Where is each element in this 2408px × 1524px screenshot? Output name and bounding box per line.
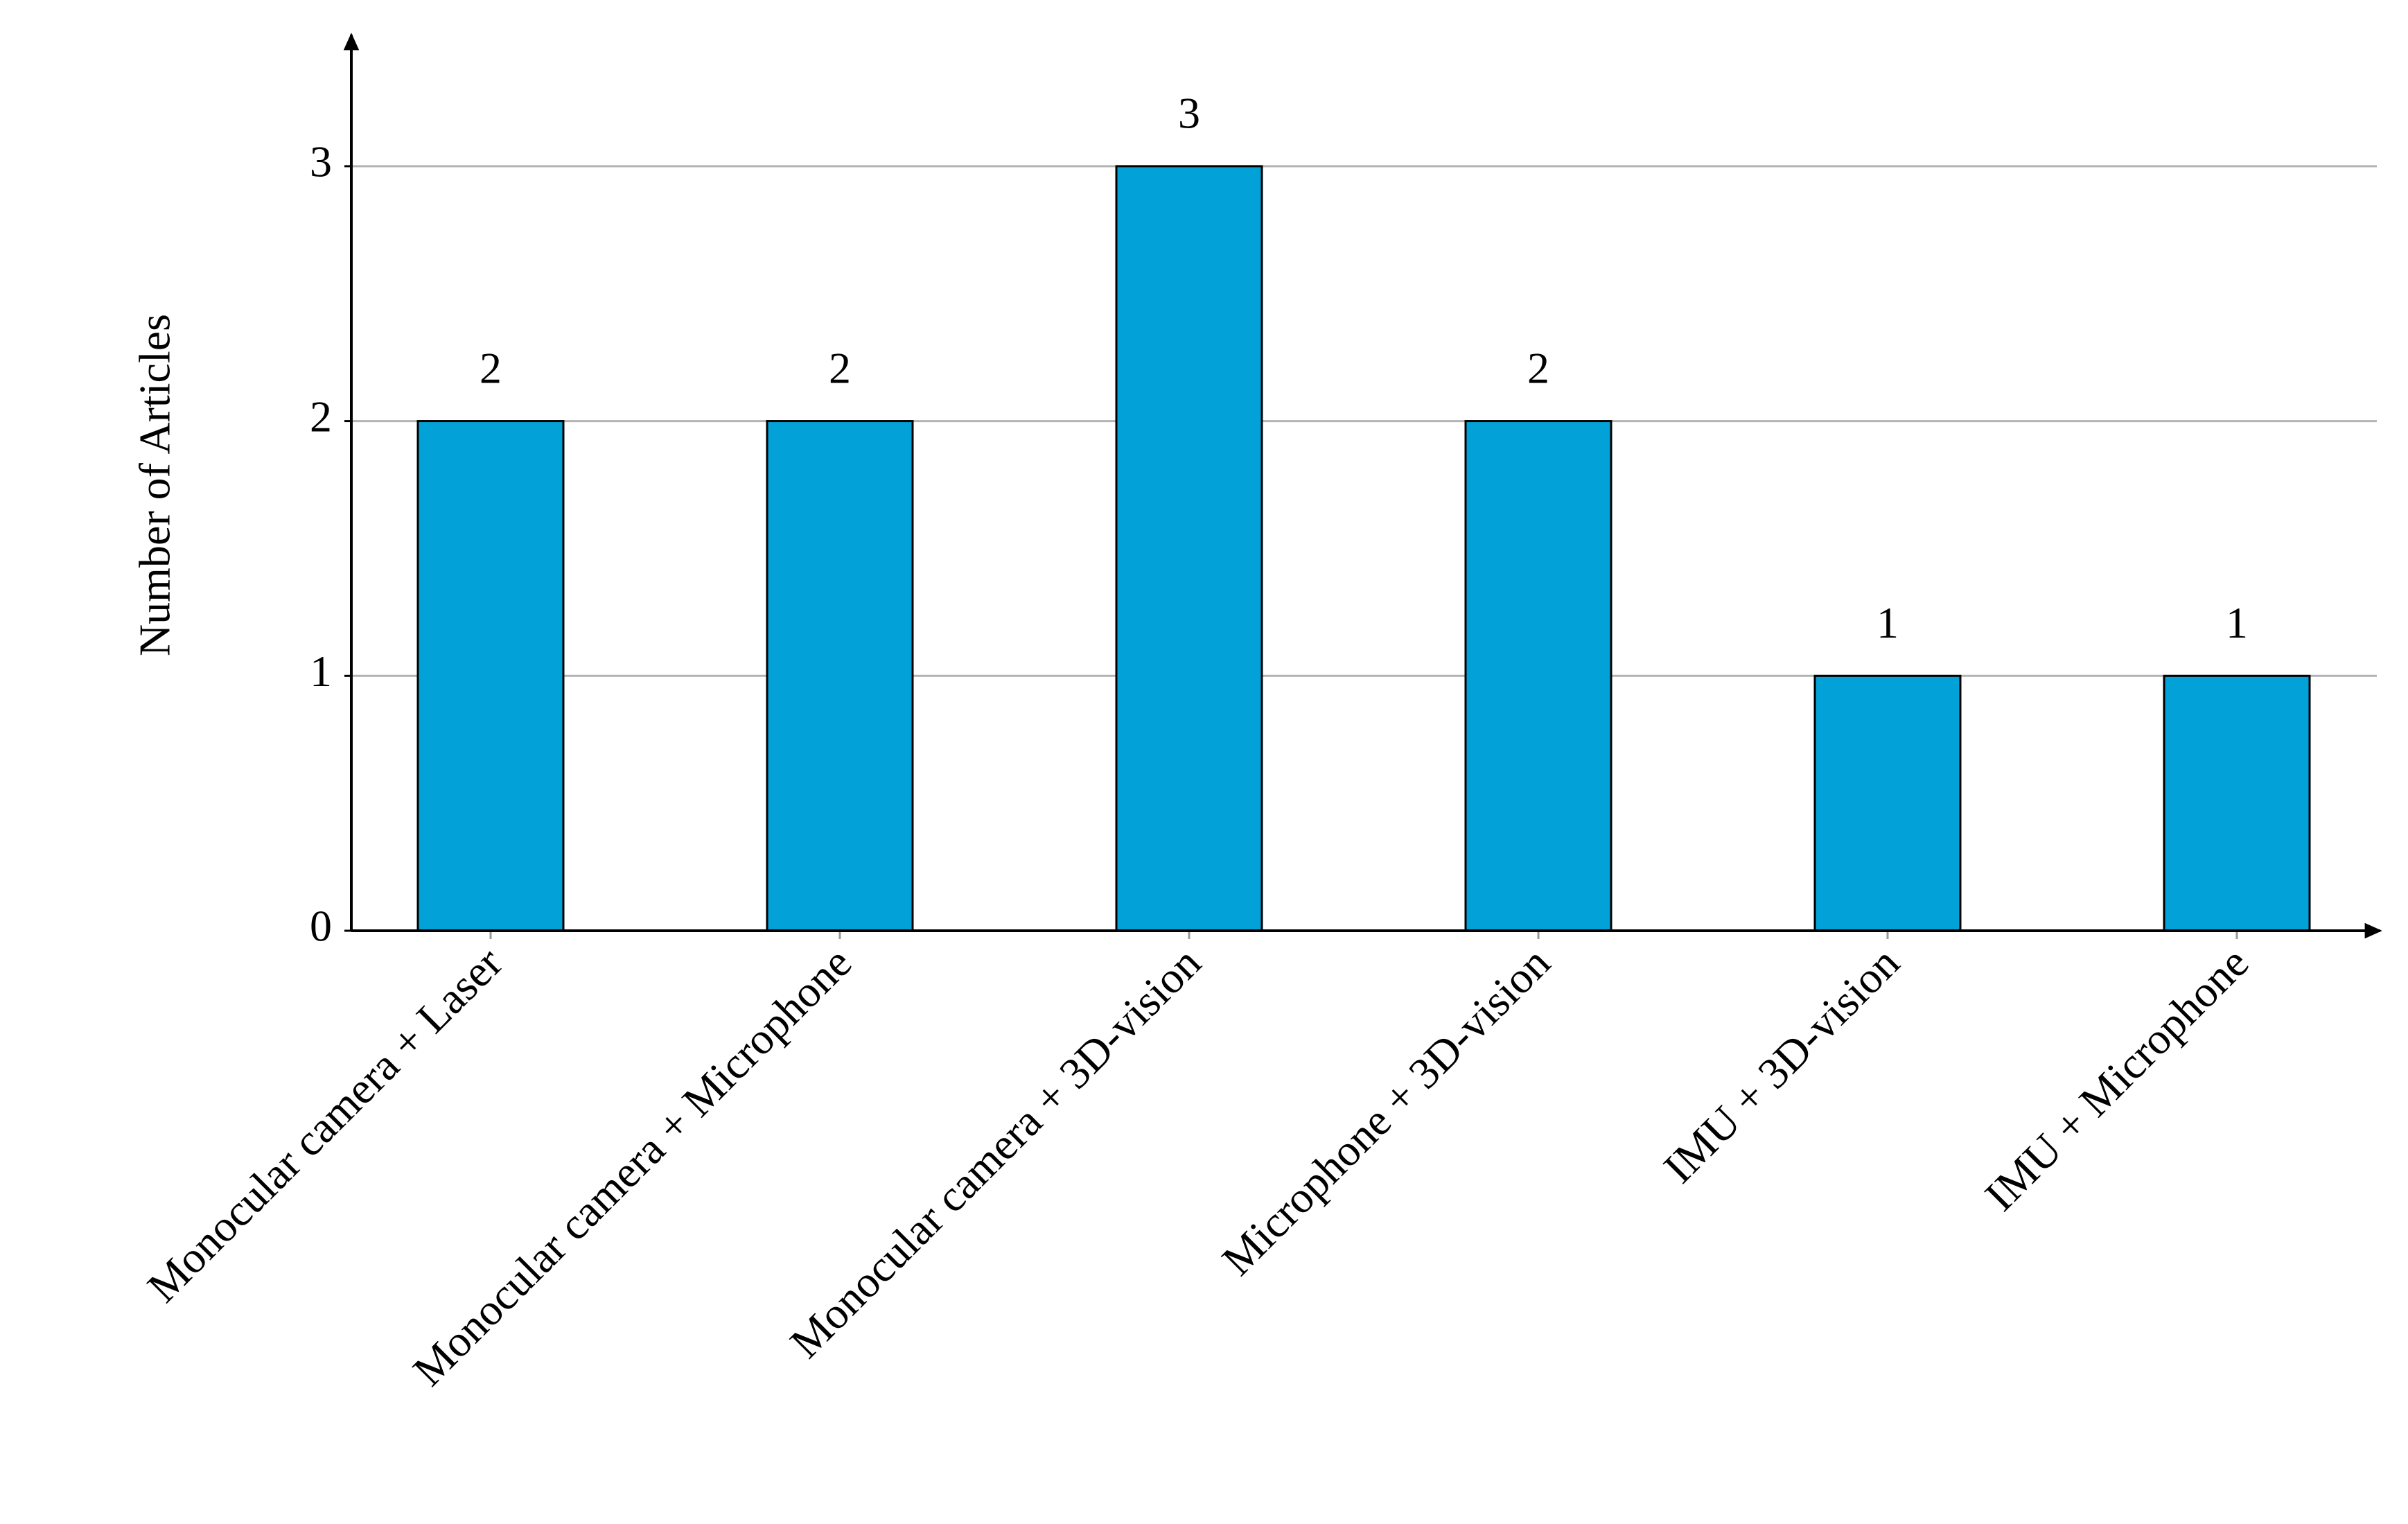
data-label: 3: [1178, 89, 1200, 138]
y-tick-label: 3: [310, 137, 332, 186]
bar: [1115, 165, 1263, 932]
y-tick-label: 1: [310, 647, 332, 696]
data-label: 1: [2226, 598, 2248, 647]
bar: [1813, 674, 1962, 932]
data-label: 2: [1527, 343, 1549, 392]
x-tick-label: Microphone + 3D-vision: [1213, 938, 1560, 1285]
bar: [1464, 420, 1612, 932]
data-label: 2: [829, 343, 851, 392]
y-tick-label: 0: [310, 902, 332, 951]
data-label: 2: [480, 343, 502, 392]
grid: [344, 165, 2377, 939]
bar: [2163, 674, 2311, 932]
x-tick-label: Monocular camera + 3D-vision: [780, 938, 1210, 1367]
x-tick-label: Monocular camera + Laser: [138, 938, 511, 1311]
bar: [416, 420, 565, 932]
x-tick-label: IMU + Microphone: [1976, 938, 2258, 1220]
data-label: 1: [1877, 598, 1899, 647]
bars: [416, 165, 2311, 932]
y-axis-label: Number of Articles: [130, 314, 179, 656]
y-tick-label: 2: [310, 392, 332, 441]
x-tick-label: IMU + 3D-vision: [1654, 938, 1908, 1192]
bar: [766, 420, 914, 932]
